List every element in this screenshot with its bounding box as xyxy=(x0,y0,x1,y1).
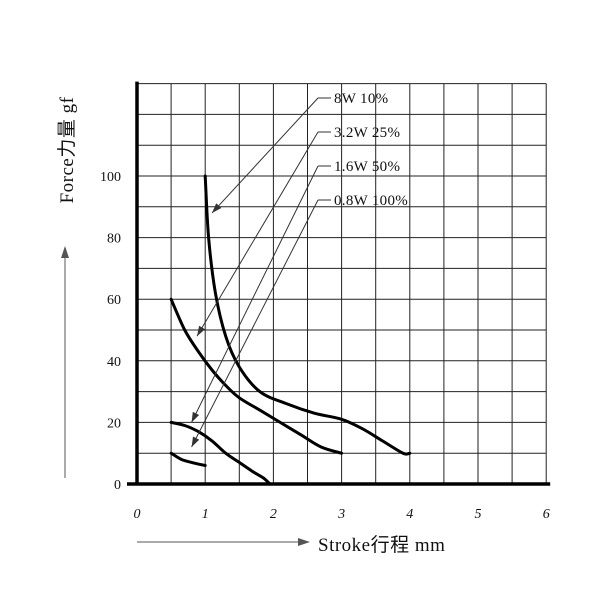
y-axis-title: Force力量 gf xyxy=(56,96,78,203)
grid xyxy=(137,83,547,484)
legend-arrowhead xyxy=(191,436,200,447)
series-curves xyxy=(169,174,412,486)
legend-arrowhead xyxy=(191,411,200,423)
legend-leader-line xyxy=(196,131,319,337)
x-tick-label: 2 xyxy=(270,507,277,522)
legend-leader-line xyxy=(211,97,319,214)
axes xyxy=(61,81,551,546)
legend-label: 3.2W 25% xyxy=(334,125,400,141)
x-tick-label: 5 xyxy=(475,507,482,522)
y-tick-label: 80 xyxy=(107,232,121,247)
x-tick-label: 1 xyxy=(202,507,209,522)
tick-labels: 0 20 40 60 80 100 0 1 2 3 4 5 6 xyxy=(100,170,550,522)
x-axis-arrowhead xyxy=(298,538,310,546)
y-axis-arrowhead xyxy=(61,246,69,258)
legend-label: 1.6W 50% xyxy=(334,159,400,175)
legend: 8W 10% 3.2W 25% 1.6W 50% 0.8W 100% xyxy=(191,91,408,448)
series-line-3 xyxy=(169,420,272,486)
legend-leader-line xyxy=(191,165,319,423)
y-tick-label: 40 xyxy=(107,355,121,370)
y-tick-label: 100 xyxy=(100,170,121,185)
legend-leader-line xyxy=(191,199,319,448)
x-tick-label: 0 xyxy=(134,507,141,522)
y-tick-label: 60 xyxy=(107,293,121,308)
legend-arrowhead xyxy=(212,203,222,213)
x-axis-title: Stroke行程 mm xyxy=(318,534,445,556)
legend-arrowhead xyxy=(197,325,206,337)
x-tick-label: 6 xyxy=(543,507,550,522)
x-tick-label: 3 xyxy=(337,507,345,522)
series-line-4 xyxy=(169,451,207,467)
series-line-2 xyxy=(169,297,344,455)
legend-label: 8W 10% xyxy=(334,91,388,107)
legend-label: 0.8W 100% xyxy=(334,193,408,209)
y-tick-label: 20 xyxy=(107,416,121,431)
x-tick-label: 4 xyxy=(406,507,413,522)
y-tick-label: 0 xyxy=(114,478,121,493)
series-line-1 xyxy=(203,174,412,456)
